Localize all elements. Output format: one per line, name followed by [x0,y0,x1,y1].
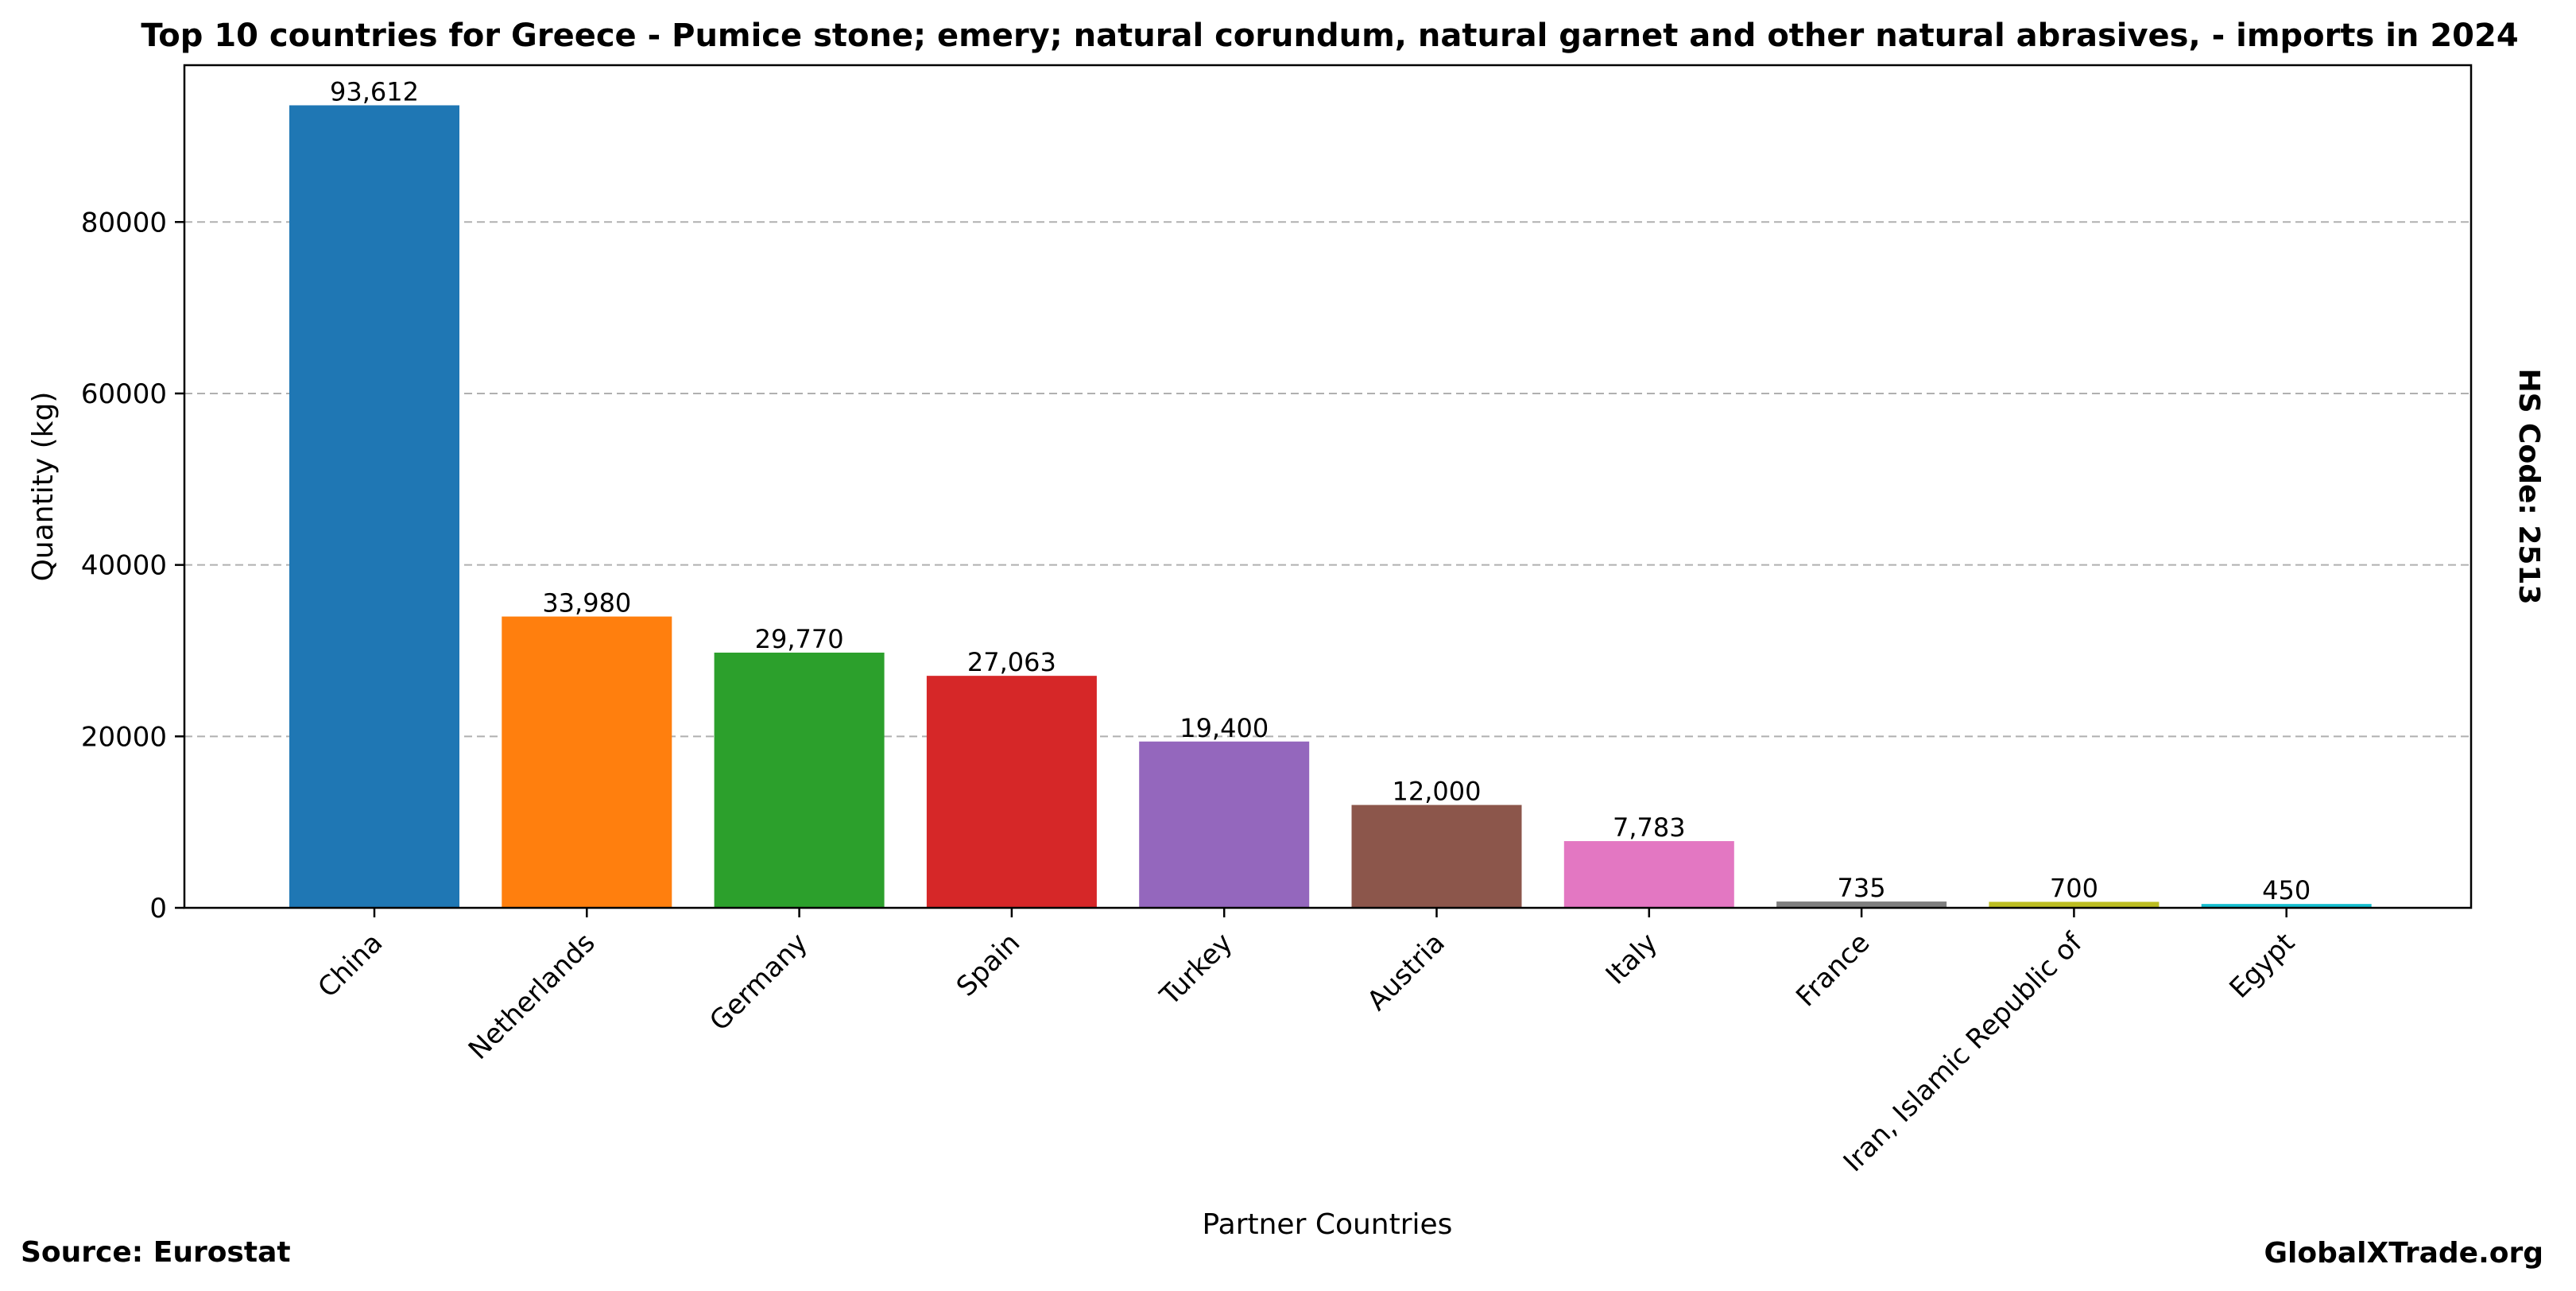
bar-value-label: 700 [2050,873,2098,903]
bar-value-label: 7,783 [1613,812,1686,843]
y-tick-label: 60000 [81,378,167,410]
x-tick-label: Egypt [2223,927,2301,1005]
source-label: Source: Eurostat [21,1236,291,1269]
x-tick-label: Germany [703,927,814,1037]
bar-value-label: 27,063 [967,647,1056,677]
bar [1351,804,1522,908]
bar-value-label: 12,000 [1393,777,1482,807]
chart-title: Top 10 countries for Greece - Pumice sto… [141,17,2518,54]
x-axis-ticks: China Netherlands Germany Spain Turkey Austri… [312,908,2301,1178]
bars-group [289,105,2372,909]
brand-label: GlobalXTrade.org [2264,1237,2543,1270]
bar [926,676,1097,908]
bar [1563,841,1734,908]
bar-value-label: 735 [1838,873,1886,903]
bar-value-label: 29,770 [755,624,844,654]
bar [1776,901,1947,908]
y-axis-title: Quantity (kg) [27,392,60,582]
x-tick-label: Netherlands [463,927,602,1066]
y-axis-ticks: 0 20000 40000 60000 80000 [81,207,184,925]
y-tick-label: 20000 [81,721,167,753]
bar [289,105,459,909]
bar [1139,741,1310,908]
x-tick-label: Italy [1600,927,1664,991]
y-tick-label: 40000 [81,550,167,582]
bar-value-label: 19,400 [1180,713,1269,743]
y-tick-label: 0 [149,893,167,925]
bar-value-label: 33,980 [542,588,631,618]
x-tick-label: China [312,927,389,1004]
x-tick-label: Iran, Islamic Republic of [1838,926,2090,1178]
x-tick-label: Austria [1362,927,1451,1017]
x-tick-label: Spain [951,927,1026,1002]
hs-code-label: HS Code: 2513 [2512,368,2545,604]
bar-value-label: 450 [2262,875,2311,905]
y-tick-label: 80000 [81,207,167,238]
plot-frame [183,64,2473,909]
bar [1989,901,2160,908]
x-tick-label: Turkey [1153,927,1238,1012]
bar [502,616,672,908]
x-axis-title: Partner Countries [1203,1208,1453,1241]
bar-value-label: 93,612 [330,76,419,107]
x-tick-label: France [1790,927,1876,1013]
bar [714,652,885,908]
bar-value-labels: 93,612 33,980 29,770 27,063 19,400 12,000 7,78… [330,76,2311,905]
bar [2201,904,2372,908]
